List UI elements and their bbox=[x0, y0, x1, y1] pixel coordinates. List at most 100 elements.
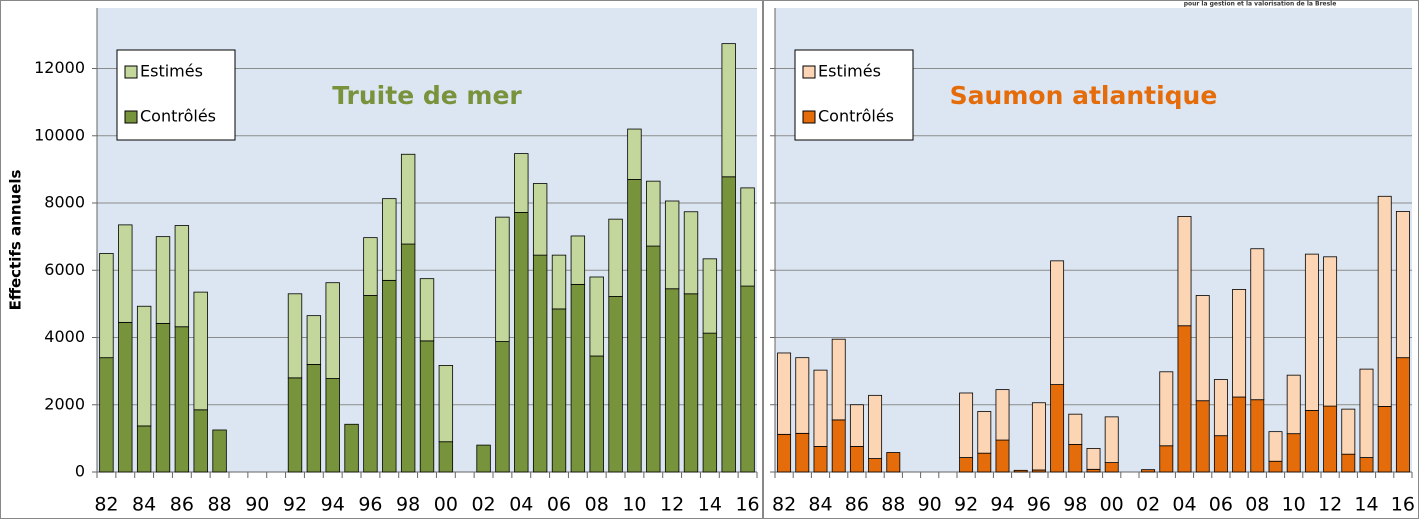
bar-segment bbox=[740, 187, 755, 287]
bar-segment bbox=[1013, 469, 1028, 473]
bar-segment bbox=[831, 419, 846, 473]
bar-segment bbox=[287, 293, 303, 379]
x-tick-label: 06 bbox=[1209, 494, 1233, 516]
bar-segment bbox=[382, 198, 397, 281]
bar-segment bbox=[400, 153, 416, 245]
legend-swatch bbox=[802, 110, 816, 124]
bar-segment bbox=[118, 321, 133, 473]
y-tick-label: 2000 bbox=[44, 394, 85, 413]
bar-segment bbox=[664, 200, 680, 290]
bar-segment bbox=[849, 404, 864, 447]
bar-segment bbox=[1050, 384, 1065, 473]
bar-segment bbox=[1177, 216, 1192, 327]
bar-segment bbox=[589, 355, 604, 473]
bar-segment bbox=[995, 439, 1010, 473]
x-tick-label: 96 bbox=[358, 494, 382, 516]
bar-segment bbox=[683, 211, 699, 295]
x-tick-label: 02 bbox=[471, 494, 495, 516]
bar-segment bbox=[1250, 248, 1265, 401]
x-tick-label: 06 bbox=[547, 494, 571, 516]
bar-segment bbox=[1286, 433, 1301, 473]
bar-segment bbox=[683, 293, 699, 473]
bar-segment bbox=[99, 357, 114, 473]
chart-title: Saumon atlantique bbox=[950, 81, 1218, 110]
bar-segment bbox=[495, 341, 510, 473]
x-tick-label: 88 bbox=[207, 494, 231, 516]
bar-segment bbox=[627, 179, 642, 473]
bar-segment bbox=[514, 153, 529, 213]
y-tick-label: 0 bbox=[75, 462, 85, 481]
bar-segment bbox=[1068, 444, 1083, 473]
header-text: pour la gestion et la valorisation de la… bbox=[1184, 1, 1337, 8]
bar-segment bbox=[777, 352, 792, 435]
bar-segment bbox=[702, 258, 718, 334]
bar-segment bbox=[608, 296, 623, 473]
bar-segment bbox=[795, 432, 810, 473]
bar-segment bbox=[1104, 416, 1119, 463]
y-tick-label: 6000 bbox=[44, 260, 85, 279]
bar-segment bbox=[1159, 371, 1174, 447]
bar-segment bbox=[831, 338, 846, 421]
bar-segment bbox=[306, 364, 322, 473]
x-tick-label: 12 bbox=[660, 494, 684, 516]
legend-label: Contrôlés bbox=[140, 107, 216, 126]
bar-segment bbox=[1395, 211, 1410, 359]
x-tick-label: 96 bbox=[1027, 494, 1051, 516]
x-tick-label: 08 bbox=[1245, 494, 1269, 516]
bar-segment bbox=[1086, 468, 1101, 473]
legend-label: Estimés bbox=[140, 62, 203, 81]
bar-segment bbox=[1068, 413, 1083, 445]
bar-segment bbox=[514, 212, 529, 473]
bar-segment bbox=[959, 392, 974, 458]
bar-segment bbox=[777, 433, 792, 473]
bar-segment bbox=[1323, 256, 1338, 407]
bar-segment bbox=[1232, 396, 1247, 473]
bar-segment bbox=[136, 425, 152, 473]
bar-segment bbox=[363, 295, 378, 473]
bar-segment bbox=[664, 288, 680, 473]
x-tick-label: 04 bbox=[1172, 494, 1196, 516]
x-tick-label: 94 bbox=[321, 494, 345, 516]
bar-segment bbox=[551, 254, 567, 310]
bar-segment bbox=[118, 224, 133, 323]
bar-segment bbox=[646, 245, 661, 473]
bar-segment bbox=[849, 446, 864, 473]
bar-segment bbox=[977, 452, 992, 473]
legend-label: Estimés bbox=[818, 62, 881, 81]
bar-segment bbox=[795, 357, 810, 434]
bar-segment bbox=[1377, 406, 1392, 473]
bar-segment bbox=[1213, 379, 1228, 437]
x-tick-label: 16 bbox=[735, 494, 759, 516]
bar-segment bbox=[287, 377, 303, 473]
bar-segment bbox=[532, 254, 548, 473]
bar-segment bbox=[1304, 410, 1319, 473]
x-tick-label: 82 bbox=[772, 494, 796, 516]
bar-segment bbox=[174, 225, 190, 328]
bar-segment bbox=[1323, 405, 1338, 473]
bar-segment bbox=[136, 305, 152, 427]
bar-segment bbox=[476, 444, 491, 473]
bar-segment bbox=[740, 285, 755, 473]
legend-box bbox=[116, 49, 236, 141]
bar-segment bbox=[1268, 460, 1283, 473]
bar-segment bbox=[1213, 435, 1228, 473]
bar-segment bbox=[1104, 462, 1119, 473]
x-tick-label: 92 bbox=[954, 494, 978, 516]
legend-label: Contrôlés bbox=[818, 107, 894, 126]
bar-segment bbox=[1268, 431, 1283, 462]
bar-segment bbox=[977, 411, 992, 454]
x-tick-label: 98 bbox=[1063, 494, 1087, 516]
bar-segment bbox=[1286, 374, 1301, 435]
bar-segment bbox=[551, 308, 567, 473]
bar-segment bbox=[382, 279, 397, 473]
bar-segment bbox=[419, 340, 435, 473]
x-tick-label: 90 bbox=[918, 494, 942, 516]
bar-segment bbox=[1195, 400, 1210, 473]
bar-segment bbox=[1341, 408, 1356, 455]
x-tick-label: 12 bbox=[1318, 494, 1342, 516]
bar-segment bbox=[174, 326, 190, 473]
bar-segment bbox=[1031, 402, 1046, 471]
bar-segment bbox=[155, 322, 171, 473]
bar-segment bbox=[646, 180, 661, 247]
x-tick-label: 00 bbox=[434, 494, 458, 516]
